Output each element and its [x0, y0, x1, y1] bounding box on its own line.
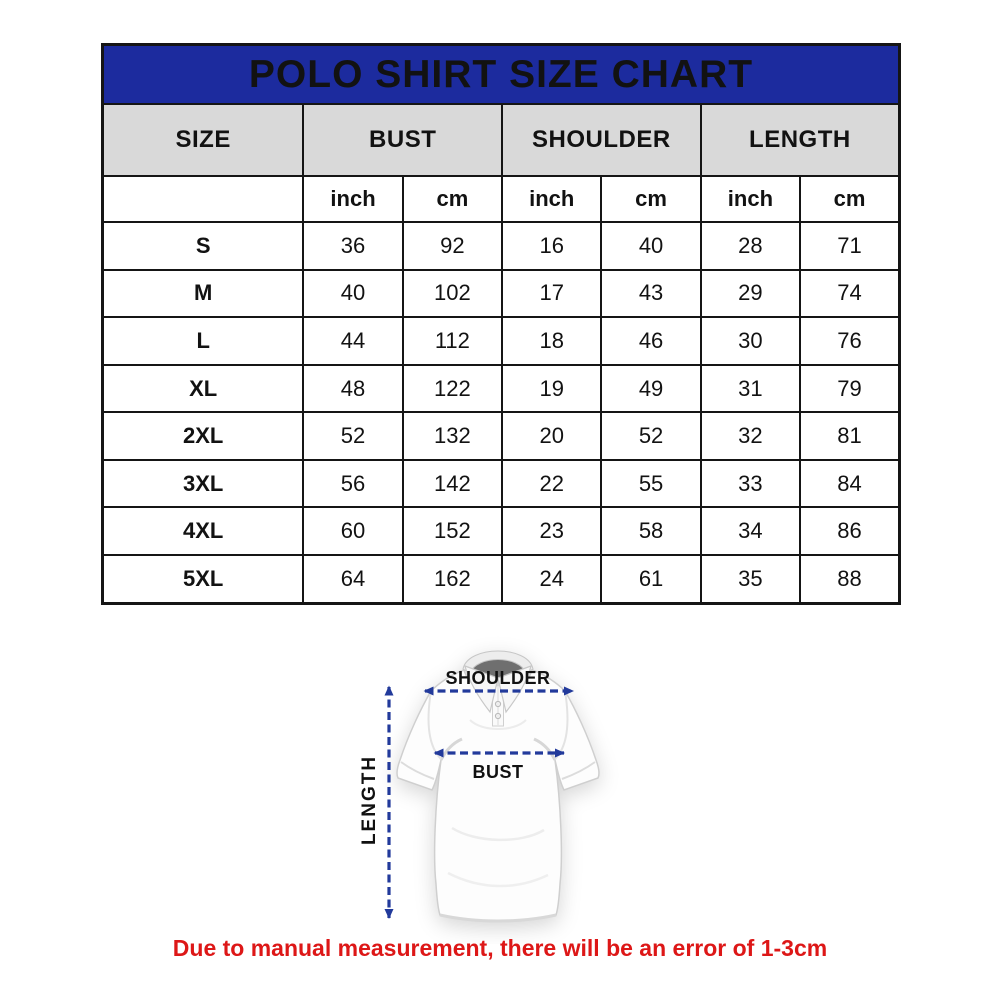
measurement-value-cell: 24 — [501, 554, 603, 605]
measurement-value-cell: 17 — [501, 268, 603, 319]
measurement-value-cell: 35 — [699, 554, 802, 605]
measurement-value-cell: 29 — [699, 268, 802, 319]
measurement-value-cell: 132 — [401, 411, 504, 461]
unit-header-bust-inch: inch — [302, 175, 404, 223]
measurement-value-cell: 61 — [600, 554, 702, 605]
page-title: POLO SHIRT SIZE CHART — [101, 43, 901, 105]
size-label-cell: 2XL — [101, 411, 305, 461]
col-header-length: LENGTH — [699, 103, 901, 177]
table-unit-header-row: inch cm inch cm inch cm — [101, 175, 901, 223]
measurement-value-cell: 28 — [699, 221, 802, 271]
measurement-value-cell: 84 — [799, 458, 901, 509]
size-label-cell: S — [101, 221, 305, 271]
measurement-value-cell: 20 — [501, 411, 603, 461]
measurement-value-cell: 32 — [699, 411, 802, 461]
size-label-cell: 3XL — [101, 458, 305, 509]
measurement-value-cell: 92 — [401, 221, 504, 271]
measurement-value-cell: 86 — [799, 506, 901, 557]
size-label-cell: L — [101, 316, 305, 366]
table-row: 5XL 64 162 24 61 35 88 — [101, 554, 901, 605]
size-label-cell: XL — [101, 363, 305, 414]
measurement-value-cell: 76 — [799, 316, 901, 366]
measurement-value-cell: 81 — [799, 411, 901, 461]
measurement-value-cell: 152 — [401, 506, 504, 557]
shoulder-label: SHOULDER — [445, 668, 550, 688]
table-group-header-row: SIZE BUST SHOULDER LENGTH — [101, 103, 901, 177]
table-row: XL 48 122 19 49 31 79 — [101, 363, 901, 414]
measurement-value-cell: 56 — [302, 458, 404, 509]
measurement-value-cell: 30 — [699, 316, 802, 366]
measurement-value-cell: 71 — [799, 221, 901, 271]
col-header-shoulder: SHOULDER — [501, 103, 702, 177]
measurement-value-cell: 49 — [600, 363, 702, 414]
unit-header-bust-cm: cm — [401, 175, 504, 223]
measurement-value-cell: 102 — [401, 268, 504, 319]
polo-shirt-illustration — [396, 650, 600, 923]
size-table-body: S 36 92 16 40 28 71 M 40 102 17 43 29 74 L 44 112 18 46 30 7… — [101, 221, 901, 605]
measurement-value-cell: 43 — [600, 268, 702, 319]
measurement-value-cell: 40 — [302, 268, 404, 319]
measurement-value-cell: 46 — [600, 316, 702, 366]
measurement-note: Due to manual measurement, there will be… — [172, 935, 828, 961]
measurement-value-cell: 18 — [501, 316, 603, 366]
measurement-value-cell: 162 — [401, 554, 504, 605]
measurement-value-cell: 33 — [699, 458, 802, 509]
measurement-value-cell: 64 — [302, 554, 404, 605]
unit-header-empty — [101, 175, 305, 223]
measurement-value-cell: 52 — [600, 411, 702, 461]
table-row: M 40 102 17 43 29 74 — [101, 268, 901, 319]
measurement-value-cell: 52 — [302, 411, 404, 461]
size-label-cell: 4XL — [101, 506, 305, 557]
size-chart-table: POLO SHIRT SIZE CHART SIZE BUST SHOULDER… — [101, 43, 901, 605]
measurement-value-cell: 48 — [302, 363, 404, 414]
measurement-value-cell: 88 — [799, 554, 901, 605]
measurement-value-cell: 36 — [302, 221, 404, 271]
col-header-bust: BUST — [302, 103, 504, 177]
measurement-value-cell: 34 — [699, 506, 802, 557]
measurement-value-cell: 16 — [501, 221, 603, 271]
measurement-value-cell: 55 — [600, 458, 702, 509]
measurement-value-cell: 79 — [799, 363, 901, 414]
measurement-value-cell: 74 — [799, 268, 901, 319]
table-row: 3XL 56 142 22 55 33 84 — [101, 458, 901, 509]
measurement-value-cell: 60 — [302, 506, 404, 557]
table-row: S 36 92 16 40 28 71 — [101, 221, 901, 271]
unit-header-shoulder-inch: inch — [501, 175, 603, 223]
unit-header-length-cm: cm — [799, 175, 901, 223]
measurement-value-cell: 19 — [501, 363, 603, 414]
measurement-value-cell: 22 — [501, 458, 603, 509]
table-row: 2XL 52 132 20 52 32 81 — [101, 411, 901, 461]
length-label: LENGTH — [359, 755, 380, 845]
table-row: 4XL 60 152 23 58 34 86 — [101, 506, 901, 557]
size-label-cell: 5XL — [101, 554, 305, 605]
measurement-value-cell: 44 — [302, 316, 404, 366]
size-label-cell: M — [101, 268, 305, 319]
measurement-value-cell: 31 — [699, 363, 802, 414]
measurement-value-cell: 142 — [401, 458, 504, 509]
measurement-value-cell: 40 — [600, 221, 702, 271]
bust-label: BUST — [473, 762, 524, 782]
measurement-value-cell: 122 — [401, 363, 504, 414]
measurement-diagram: SHOULDER BUST LENGTH — [359, 650, 600, 923]
unit-header-shoulder-cm: cm — [600, 175, 702, 223]
col-header-size: SIZE — [101, 103, 305, 177]
measurement-value-cell: 112 — [401, 316, 504, 366]
table-title-row: POLO SHIRT SIZE CHART — [101, 43, 901, 105]
measurement-value-cell: 23 — [501, 506, 603, 557]
measurement-value-cell: 58 — [600, 506, 702, 557]
table-row: L 44 112 18 46 30 76 — [101, 316, 901, 366]
unit-header-length-inch: inch — [699, 175, 802, 223]
